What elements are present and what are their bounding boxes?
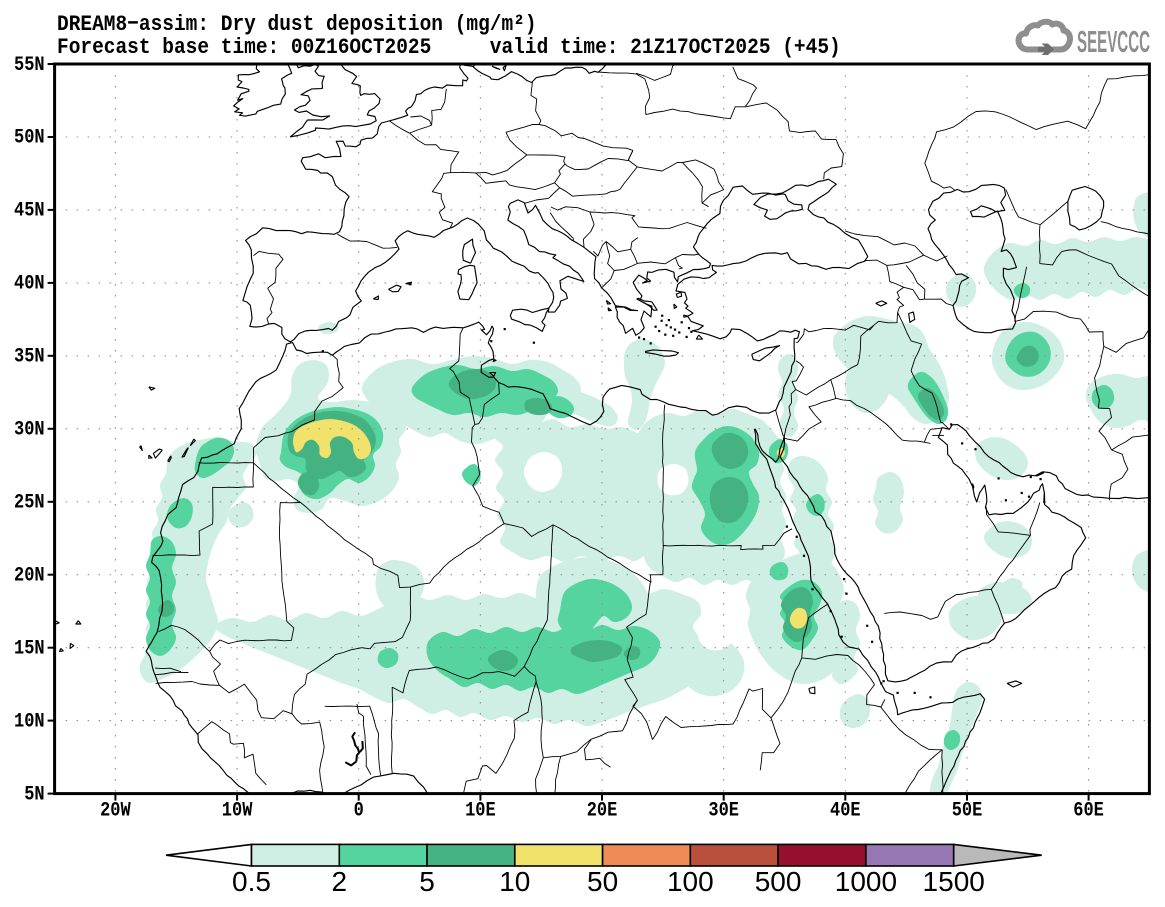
svg-text:45N: 45N: [14, 198, 45, 222]
svg-text:Forecast base time: 00Z16OCT20: Forecast base time: 00Z16OCT2025 valid t…: [57, 35, 841, 61]
svg-text:15N: 15N: [14, 636, 45, 660]
svg-text:5N: 5N: [24, 782, 44, 806]
svg-text:SEEVCCC: SEEVCCC: [1077, 24, 1150, 59]
svg-text:0: 0: [354, 798, 364, 822]
svg-text:10N: 10N: [14, 709, 45, 733]
svg-text:30E: 30E: [708, 798, 739, 822]
svg-text:10E: 10E: [465, 798, 496, 822]
svg-text:10: 10: [499, 866, 530, 897]
svg-text:10W: 10W: [222, 798, 253, 822]
svg-text:55N: 55N: [14, 52, 45, 76]
svg-text:40N: 40N: [14, 271, 45, 295]
svg-text:20W: 20W: [100, 798, 131, 822]
svg-text:20N: 20N: [14, 563, 45, 587]
svg-text:60E: 60E: [1073, 798, 1104, 822]
svg-text:1000: 1000: [835, 866, 897, 897]
svg-text:500: 500: [755, 866, 802, 897]
svg-text:25N: 25N: [14, 490, 45, 514]
svg-text:50E: 50E: [952, 798, 983, 822]
svg-text:30N: 30N: [14, 417, 45, 441]
svg-text:DREAM8−assim: Dry dust deposit: DREAM8−assim: Dry dust deposition (mg/m²…: [57, 12, 537, 38]
svg-text:100: 100: [667, 866, 714, 897]
svg-text:40E: 40E: [830, 798, 861, 822]
svg-text:5: 5: [419, 866, 435, 897]
svg-text:50N: 50N: [14, 125, 45, 149]
svg-text:1500: 1500: [923, 866, 985, 897]
svg-text:50: 50: [587, 866, 618, 897]
svg-text:35N: 35N: [14, 344, 45, 368]
svg-text:2: 2: [332, 866, 348, 897]
svg-text:20E: 20E: [587, 798, 618, 822]
svg-text:0.5: 0.5: [232, 866, 271, 897]
